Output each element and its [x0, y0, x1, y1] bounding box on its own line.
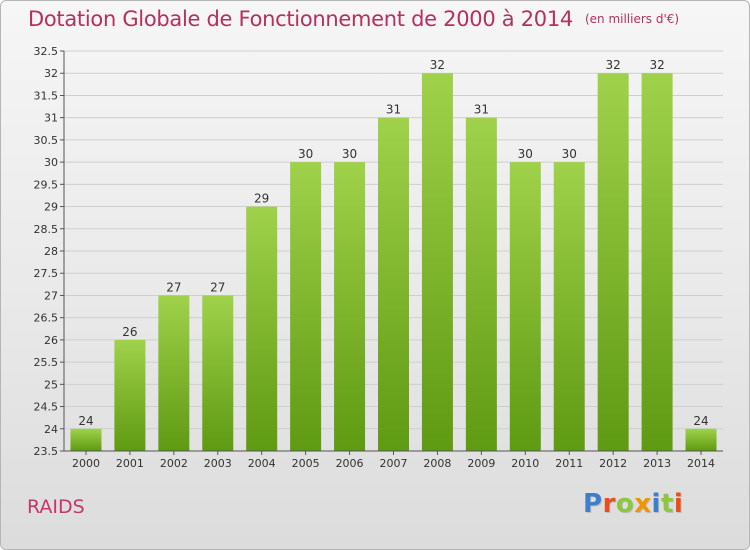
y-tick-label: 27	[44, 289, 58, 302]
y-tick-label: 30.5	[34, 134, 59, 147]
bar	[509, 162, 541, 451]
proxiti-logo: Proxiti	[583, 489, 683, 519]
bar-value-label: 29	[254, 192, 269, 206]
x-tick-label: 2008	[423, 457, 451, 470]
bar-value-label: 24	[693, 414, 708, 428]
bar-value-label: 30	[562, 147, 577, 161]
x-tick-label: 2005	[292, 457, 320, 470]
bar	[421, 73, 453, 451]
x-tick-label: 2009	[467, 457, 495, 470]
x-tick-label: 2000	[72, 457, 100, 470]
logo-letter: r	[602, 489, 616, 519]
logo-letter: o	[615, 489, 635, 519]
bar	[70, 428, 102, 451]
x-tick-label: 2014	[687, 457, 715, 470]
bar	[334, 162, 366, 451]
y-tick-label: 31.5	[34, 89, 59, 102]
bar	[290, 162, 322, 451]
x-tick-label: 2012	[599, 457, 627, 470]
bar	[158, 295, 190, 451]
bar	[597, 73, 629, 451]
y-tick-label: 26	[44, 334, 58, 347]
chart-title: Dotation Globale de Fonctionnement de 20…	[28, 7, 679, 31]
y-tick-label: 26.5	[34, 312, 59, 325]
x-tick-label: 2003	[204, 457, 232, 470]
y-tick-label: 29	[44, 201, 58, 214]
bar	[114, 339, 146, 451]
y-tick-label: 25	[44, 378, 58, 391]
bar	[202, 295, 234, 451]
x-tick-label: 2001	[116, 457, 144, 470]
bar-value-label: 31	[474, 103, 489, 117]
x-tick-label: 2007	[380, 457, 408, 470]
y-tick-label: 28.5	[34, 223, 59, 236]
bar-value-label: 31	[386, 103, 401, 117]
y-tick-label: 28	[44, 245, 58, 258]
bar-value-label: 30	[342, 147, 357, 161]
y-tick-label: 30	[44, 156, 58, 169]
bar-value-label: 24	[78, 414, 93, 428]
logo-letter: x	[634, 489, 652, 519]
x-tick-label: 2006	[336, 457, 364, 470]
y-tick-label: 29.5	[34, 178, 59, 191]
y-tick-label: 32	[44, 67, 58, 80]
logo-letter: P	[583, 489, 603, 519]
bars: 24 26 27 27 29 30 30 31 32 31 30 30 32 32 24	[70, 58, 717, 452]
x-tick-label: 2013	[643, 457, 671, 470]
x-tick-label: 2004	[248, 457, 276, 470]
logo-letter: i	[651, 489, 661, 519]
y-tick-label: 25.5	[34, 356, 59, 369]
bar-value-label: 27	[210, 280, 225, 294]
y-tick-label: 23.5	[34, 445, 59, 458]
commune-name: RAIDS	[27, 496, 85, 518]
x-tick-label: 2010	[511, 457, 539, 470]
logo-letter: t	[660, 489, 674, 519]
x-tick-label: 2002	[160, 457, 188, 470]
bar-value-label: 32	[606, 58, 621, 72]
bar-value-label: 26	[122, 325, 137, 339]
bar	[246, 206, 278, 451]
y-tick-label: 31	[44, 112, 58, 125]
bar-value-label: 30	[298, 147, 313, 161]
bar	[465, 117, 497, 452]
x-tick-label: 2011	[555, 457, 583, 470]
y-tick-label: 24.5	[34, 401, 59, 414]
bar	[641, 73, 673, 451]
title-text: Dotation Globale de Fonctionnement de 20…	[28, 7, 573, 31]
axes: 23.5 24 24.5 25 25.5 26 26.5 27 27.5 28 28.5 29 29.5…	[34, 45, 723, 470]
logo-letter: i	[673, 489, 684, 519]
bar	[553, 162, 585, 451]
bar-value-label: 32	[430, 58, 445, 72]
bar	[685, 428, 717, 451]
bar-value-label: 32	[649, 58, 664, 72]
title-unit: (en milliers d'€)	[584, 12, 680, 26]
bar-value-label: 30	[518, 147, 533, 161]
y-tick-label: 27.5	[34, 267, 59, 280]
bar-value-label: 27	[166, 280, 181, 294]
y-tick-label: 32.5	[34, 45, 59, 58]
y-tick-label: 24	[44, 423, 58, 436]
bar	[378, 117, 409, 452]
